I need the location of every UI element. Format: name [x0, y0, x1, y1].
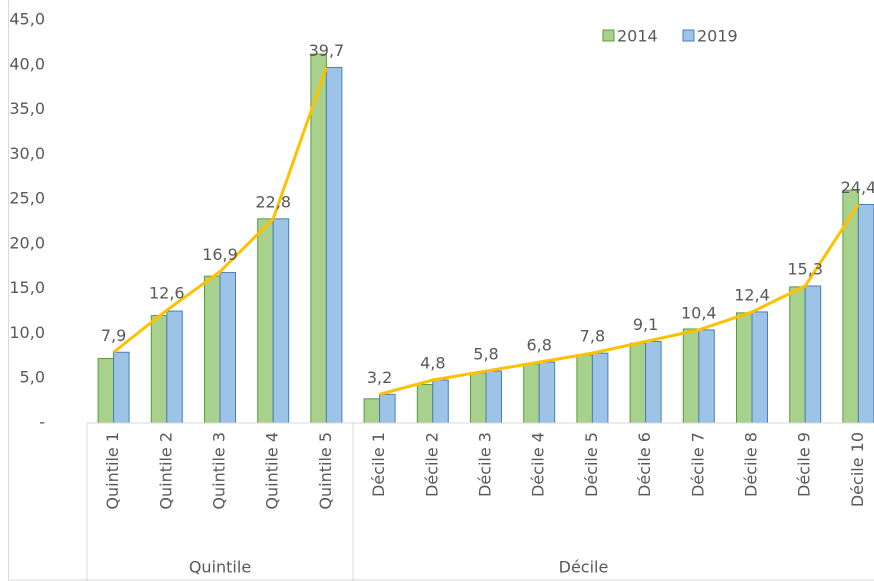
legend-swatch	[602, 29, 615, 42]
y-tick-label: -	[39, 413, 45, 432]
bar	[751, 311, 768, 424]
bar	[698, 329, 715, 424]
bar	[97, 358, 115, 424]
data-label: 39,7	[309, 41, 345, 60]
bar	[538, 361, 556, 424]
bar	[219, 272, 236, 424]
data-label: 4,8	[420, 354, 445, 373]
data-label: 22,8	[255, 192, 291, 211]
data-label: 12,4	[734, 285, 770, 304]
x-tick-label: Quintile 3	[210, 432, 229, 510]
legend-label: 2014	[617, 27, 658, 46]
bar	[166, 310, 183, 424]
bar	[857, 203, 874, 424]
x-tick-label: Quintile 5	[316, 432, 335, 510]
data-label: 5,8	[473, 345, 498, 364]
data-label: 9,1	[633, 315, 658, 334]
bar	[325, 66, 343, 424]
legend-swatch	[682, 29, 695, 42]
bar	[591, 352, 609, 424]
bar	[576, 354, 593, 424]
bar	[150, 315, 168, 424]
x-tick-label: Décile 2	[422, 432, 441, 497]
data-label: 7,9	[101, 326, 126, 345]
x-tick-label: Quintile 4	[263, 432, 282, 510]
x-tick-label: Décile 6	[635, 432, 654, 497]
data-label: 7,8	[580, 327, 605, 346]
x-tick-label: Quintile 2	[156, 432, 175, 510]
bar	[736, 312, 753, 424]
x-tick-label: Quintile 1	[103, 432, 122, 510]
x-tick-label: Décile 1	[369, 432, 388, 497]
group-label: Décile	[559, 558, 609, 577]
data-label: 6,8	[526, 336, 551, 355]
bar	[363, 398, 381, 424]
data-label: 12,6	[149, 284, 185, 303]
x-tick-label: Décile 4	[529, 432, 548, 497]
data-label: 16,9	[202, 245, 238, 264]
bar	[113, 351, 130, 424]
y-tick-label: 40,0	[9, 54, 45, 73]
bar	[804, 285, 822, 424]
y-tick-label: 30,0	[9, 144, 45, 163]
y-tick-label: 45,0	[9, 10, 45, 29]
x-tick-label: Décile 10	[848, 432, 867, 507]
y-tick-label: 15,0	[9, 278, 45, 297]
bar	[645, 341, 662, 424]
bar	[682, 328, 700, 424]
y-tick-label: 35,0	[9, 99, 45, 118]
group-label: Quintile	[189, 558, 251, 577]
y-tick-label: 20,0	[9, 233, 45, 252]
data-label: 15,3	[787, 259, 823, 278]
bar	[470, 372, 487, 424]
bar	[485, 370, 502, 424]
bar	[789, 286, 806, 424]
x-tick-label: Décile 8	[742, 432, 761, 497]
bar	[257, 218, 274, 424]
x-tick-label: Décile 3	[476, 432, 495, 497]
chart-border	[8, 0, 874, 581]
bar	[629, 342, 647, 424]
bar	[272, 218, 290, 424]
data-label: 3,2	[367, 368, 392, 387]
x-tick-label: Décile 5	[582, 432, 601, 497]
bar	[416, 383, 434, 424]
bar	[204, 275, 221, 424]
data-label: 24,4	[841, 178, 874, 197]
data-label: 10,4	[681, 303, 717, 322]
x-tick-label: Décile 9	[795, 432, 814, 497]
y-tick-label: 25,0	[9, 189, 45, 208]
legend-label: 2019	[697, 27, 738, 46]
bar	[523, 363, 540, 424]
y-tick-label: 5,0	[20, 368, 45, 387]
trend-line	[379, 203, 860, 396]
y-tick-label: 10,0	[9, 323, 45, 342]
x-tick-label: Décile 7	[688, 432, 707, 497]
bar	[379, 393, 396, 424]
bar	[432, 379, 449, 424]
trend-line	[112, 66, 328, 354]
